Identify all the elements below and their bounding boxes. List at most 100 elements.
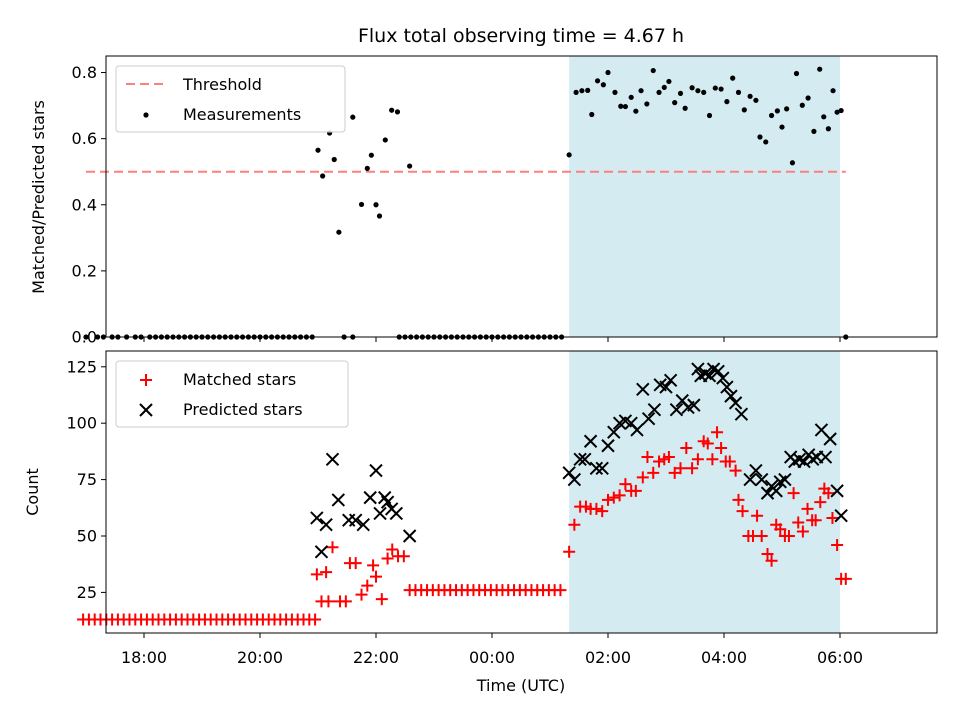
y-tick-label: 0.4 [72, 195, 97, 214]
predicted-star-point [331, 493, 346, 507]
ratio-panel-frame [105, 55, 938, 338]
matched-star-point [822, 487, 835, 500]
predicted-star-point [797, 454, 811, 469]
measurement-point [612, 89, 618, 95]
matched-star-point [590, 502, 603, 515]
matched-star-point [662, 451, 675, 464]
legend-measurements-label: Measurements [183, 105, 301, 124]
measurement-point [817, 66, 823, 72]
predicted-star-point [720, 380, 734, 394]
measurement-point [838, 107, 844, 114]
measurement-point [774, 108, 780, 114]
measurement-point [735, 89, 742, 95]
measurement-point [784, 106, 790, 112]
measurement-point [350, 114, 356, 120]
predicted-star-point [630, 423, 644, 437]
y-tick-label: 75 [77, 470, 97, 489]
predicted-star-point [691, 362, 705, 376]
measurement-point [331, 156, 337, 163]
predicted-star-point [601, 439, 615, 453]
measurement-point [695, 88, 701, 94]
x-axis-ticks: 18:00 20:00 22:00 00:00 02:00 04:00 06:00 [121, 633, 863, 667]
measurement-point [407, 163, 413, 169]
measurement-point [753, 97, 759, 103]
count-legend-box [115, 360, 349, 428]
matched-star-point [361, 579, 374, 592]
ratio-x-ticks [143, 337, 841, 342]
predicted-star-point [342, 513, 356, 527]
measurement-point [315, 147, 321, 153]
measurement-point [600, 82, 606, 88]
measurement-point [793, 70, 800, 77]
matched-star-point [320, 566, 333, 579]
matched-star-point [732, 493, 745, 506]
y-tick-label: 0.6 [72, 129, 97, 148]
measurement-point [633, 108, 639, 114]
matched-star-point [619, 478, 632, 491]
predicted-star-point [310, 511, 324, 525]
matched-star-point [691, 453, 704, 466]
predicted-star-point [834, 508, 848, 523]
predicted-star-point [578, 452, 592, 466]
predicted-star-point [319, 518, 333, 532]
measurement-point [622, 103, 629, 110]
measurement-point [358, 201, 365, 208]
predicted-star-point [760, 486, 775, 500]
matched-star-point [686, 462, 699, 475]
measurement-point [650, 67, 656, 74]
ratio-legend-box [115, 65, 346, 133]
matched-star-point [349, 557, 362, 570]
x-tick-label: 00:00 [469, 648, 515, 667]
measurement-point [605, 69, 611, 76]
predicted-star-point [823, 432, 837, 446]
predicted-star-point [595, 461, 609, 476]
matched-star-point [751, 509, 764, 522]
x-tick-label: 04:00 [701, 648, 747, 667]
predicted-star-point [698, 366, 713, 381]
matched-star-point [386, 543, 399, 556]
predicted-star-point [749, 463, 763, 478]
predicted-star-point [687, 398, 701, 412]
measurement-point [638, 88, 644, 94]
measurement-point [821, 114, 827, 120]
legend-threshold-label: Threshold [182, 75, 262, 94]
matched-star-point [711, 426, 724, 439]
measurement-point [763, 139, 769, 145]
matched-star-point [367, 559, 380, 572]
matched-star-point [596, 505, 609, 518]
ratio-legend: Threshold Measurements [115, 65, 346, 133]
x-tick-label: 18:00 [121, 648, 167, 667]
matched-star-point [375, 593, 388, 606]
chart-title: Flux total observing time = 4.67 h [358, 25, 684, 47]
matched-star-point [792, 516, 805, 529]
predicted-star-point [663, 373, 678, 388]
x-axis-label: Time (UTC) [476, 676, 565, 695]
matched-star-point [554, 584, 567, 597]
count-legend: Matched stars Predicted stars [115, 360, 349, 428]
measurement-point [364, 165, 370, 171]
matched-star-point [680, 442, 693, 455]
matched-star-point [568, 518, 581, 531]
measurement-point [757, 134, 763, 140]
measurement-point [747, 93, 753, 99]
measurement-point [320, 173, 326, 179]
predicted-star-point [669, 402, 684, 417]
predicted-stars-points [310, 362, 848, 559]
measurement-point [712, 85, 718, 91]
x-tick-label: 22:00 [353, 648, 399, 667]
predicted-star-point [348, 513, 363, 527]
measurement-point [644, 101, 650, 107]
measurement-point [376, 213, 383, 219]
y-tick-label: 0.0 [72, 328, 97, 347]
measurement-point [373, 202, 379, 208]
measurement-point [825, 126, 832, 132]
matched-star-point [326, 541, 339, 554]
ratio-y-axis-label: Matched/Predicted stars [29, 100, 48, 294]
measurement-point [618, 103, 624, 109]
measurement-point [83, 334, 89, 340]
predicted-star-point [389, 506, 404, 521]
predicted-star-point [818, 450, 833, 464]
measurement-point [677, 90, 684, 96]
y-tick-label: 0.2 [72, 261, 97, 280]
matched-star-point [796, 525, 809, 538]
